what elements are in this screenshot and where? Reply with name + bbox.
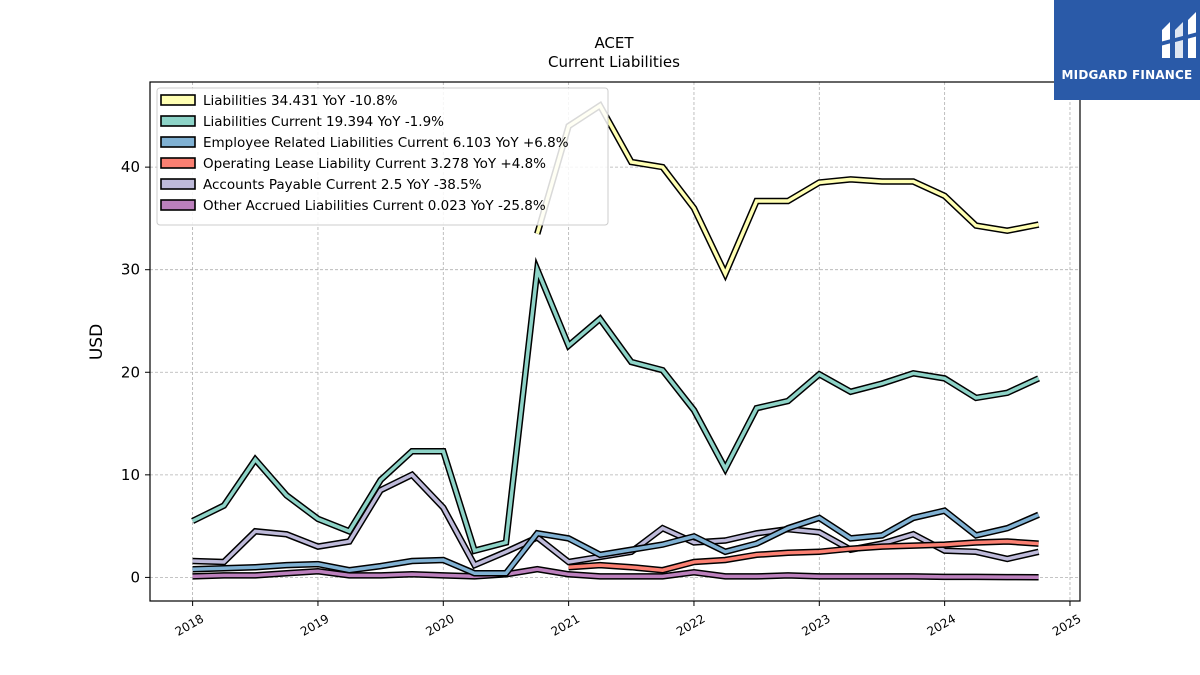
legend-box [156, 87, 609, 226]
legend-entry: Liabilities 34.431 YoY -10.8% [203, 93, 398, 109]
x-tick-label: 2023 [799, 611, 832, 638]
x-tick-label: 2019 [298, 611, 331, 638]
y-tick-label: 10 [121, 466, 140, 484]
x-tick-label: 2022 [674, 611, 707, 638]
x-tick-label: 2024 [925, 611, 958, 638]
legend-swatch [160, 178, 196, 190]
y-axis-label: USD [87, 324, 107, 360]
y-tick-label: 30 [121, 261, 140, 279]
legend-entry: Operating Lease Liability Current 3.278 … [203, 156, 546, 172]
legend-swatch [160, 199, 196, 211]
series-other-accrued-liabilities-current [192, 565, 1039, 581]
x-tick-label: 2018 [173, 611, 206, 638]
series-line [192, 567, 1039, 579]
legend-entry: Accounts Payable Current 2.5 YoY -38.5% [203, 177, 482, 193]
legend-swatch [160, 115, 196, 127]
series-layer [191, 100, 1040, 581]
series-liabilities [534, 100, 1040, 282]
series-line [535, 103, 1039, 279]
chart-title: ACET [594, 34, 634, 52]
legend-entry: Other Accrued Liabilities Current 0.023 … [203, 198, 546, 214]
y-tick-label: 0 [130, 568, 140, 586]
legend-swatch [160, 157, 196, 169]
legend-swatch [160, 136, 196, 148]
brand-name: MIDGARD FINANCE [1061, 68, 1193, 82]
chart-subtitle: Current Liabilities [548, 53, 680, 71]
series-line [192, 508, 1040, 576]
midgard-logo-icon [1159, 12, 1199, 58]
y-tick-label: 20 [121, 363, 140, 381]
series-outline [191, 256, 1040, 555]
legend-entry: Employee Related Liabilities Current 6.1… [203, 135, 569, 151]
series-line [191, 262, 1040, 553]
x-tick-label: 2025 [1050, 611, 1083, 638]
series-operating-lease-liability-current [568, 538, 1039, 574]
brand-logo: MIDGARD FINANCE [1054, 0, 1200, 100]
plot-frame [149, 81, 1081, 602]
x-tick-label: 2021 [549, 611, 582, 638]
series-liabilities-current [191, 256, 1040, 555]
legend-entry: Liabilities Current 19.394 YoY -1.9% [203, 114, 444, 130]
x-tick-label: 2020 [423, 611, 456, 638]
series-line [568, 539, 1039, 572]
legend-swatch [160, 94, 196, 106]
series-employee-related-liabilities-current [192, 507, 1040, 577]
y-tick-label: 40 [121, 158, 140, 176]
legend: Liabilities 34.431 YoY -10.8% Liabilities… [156, 87, 609, 226]
